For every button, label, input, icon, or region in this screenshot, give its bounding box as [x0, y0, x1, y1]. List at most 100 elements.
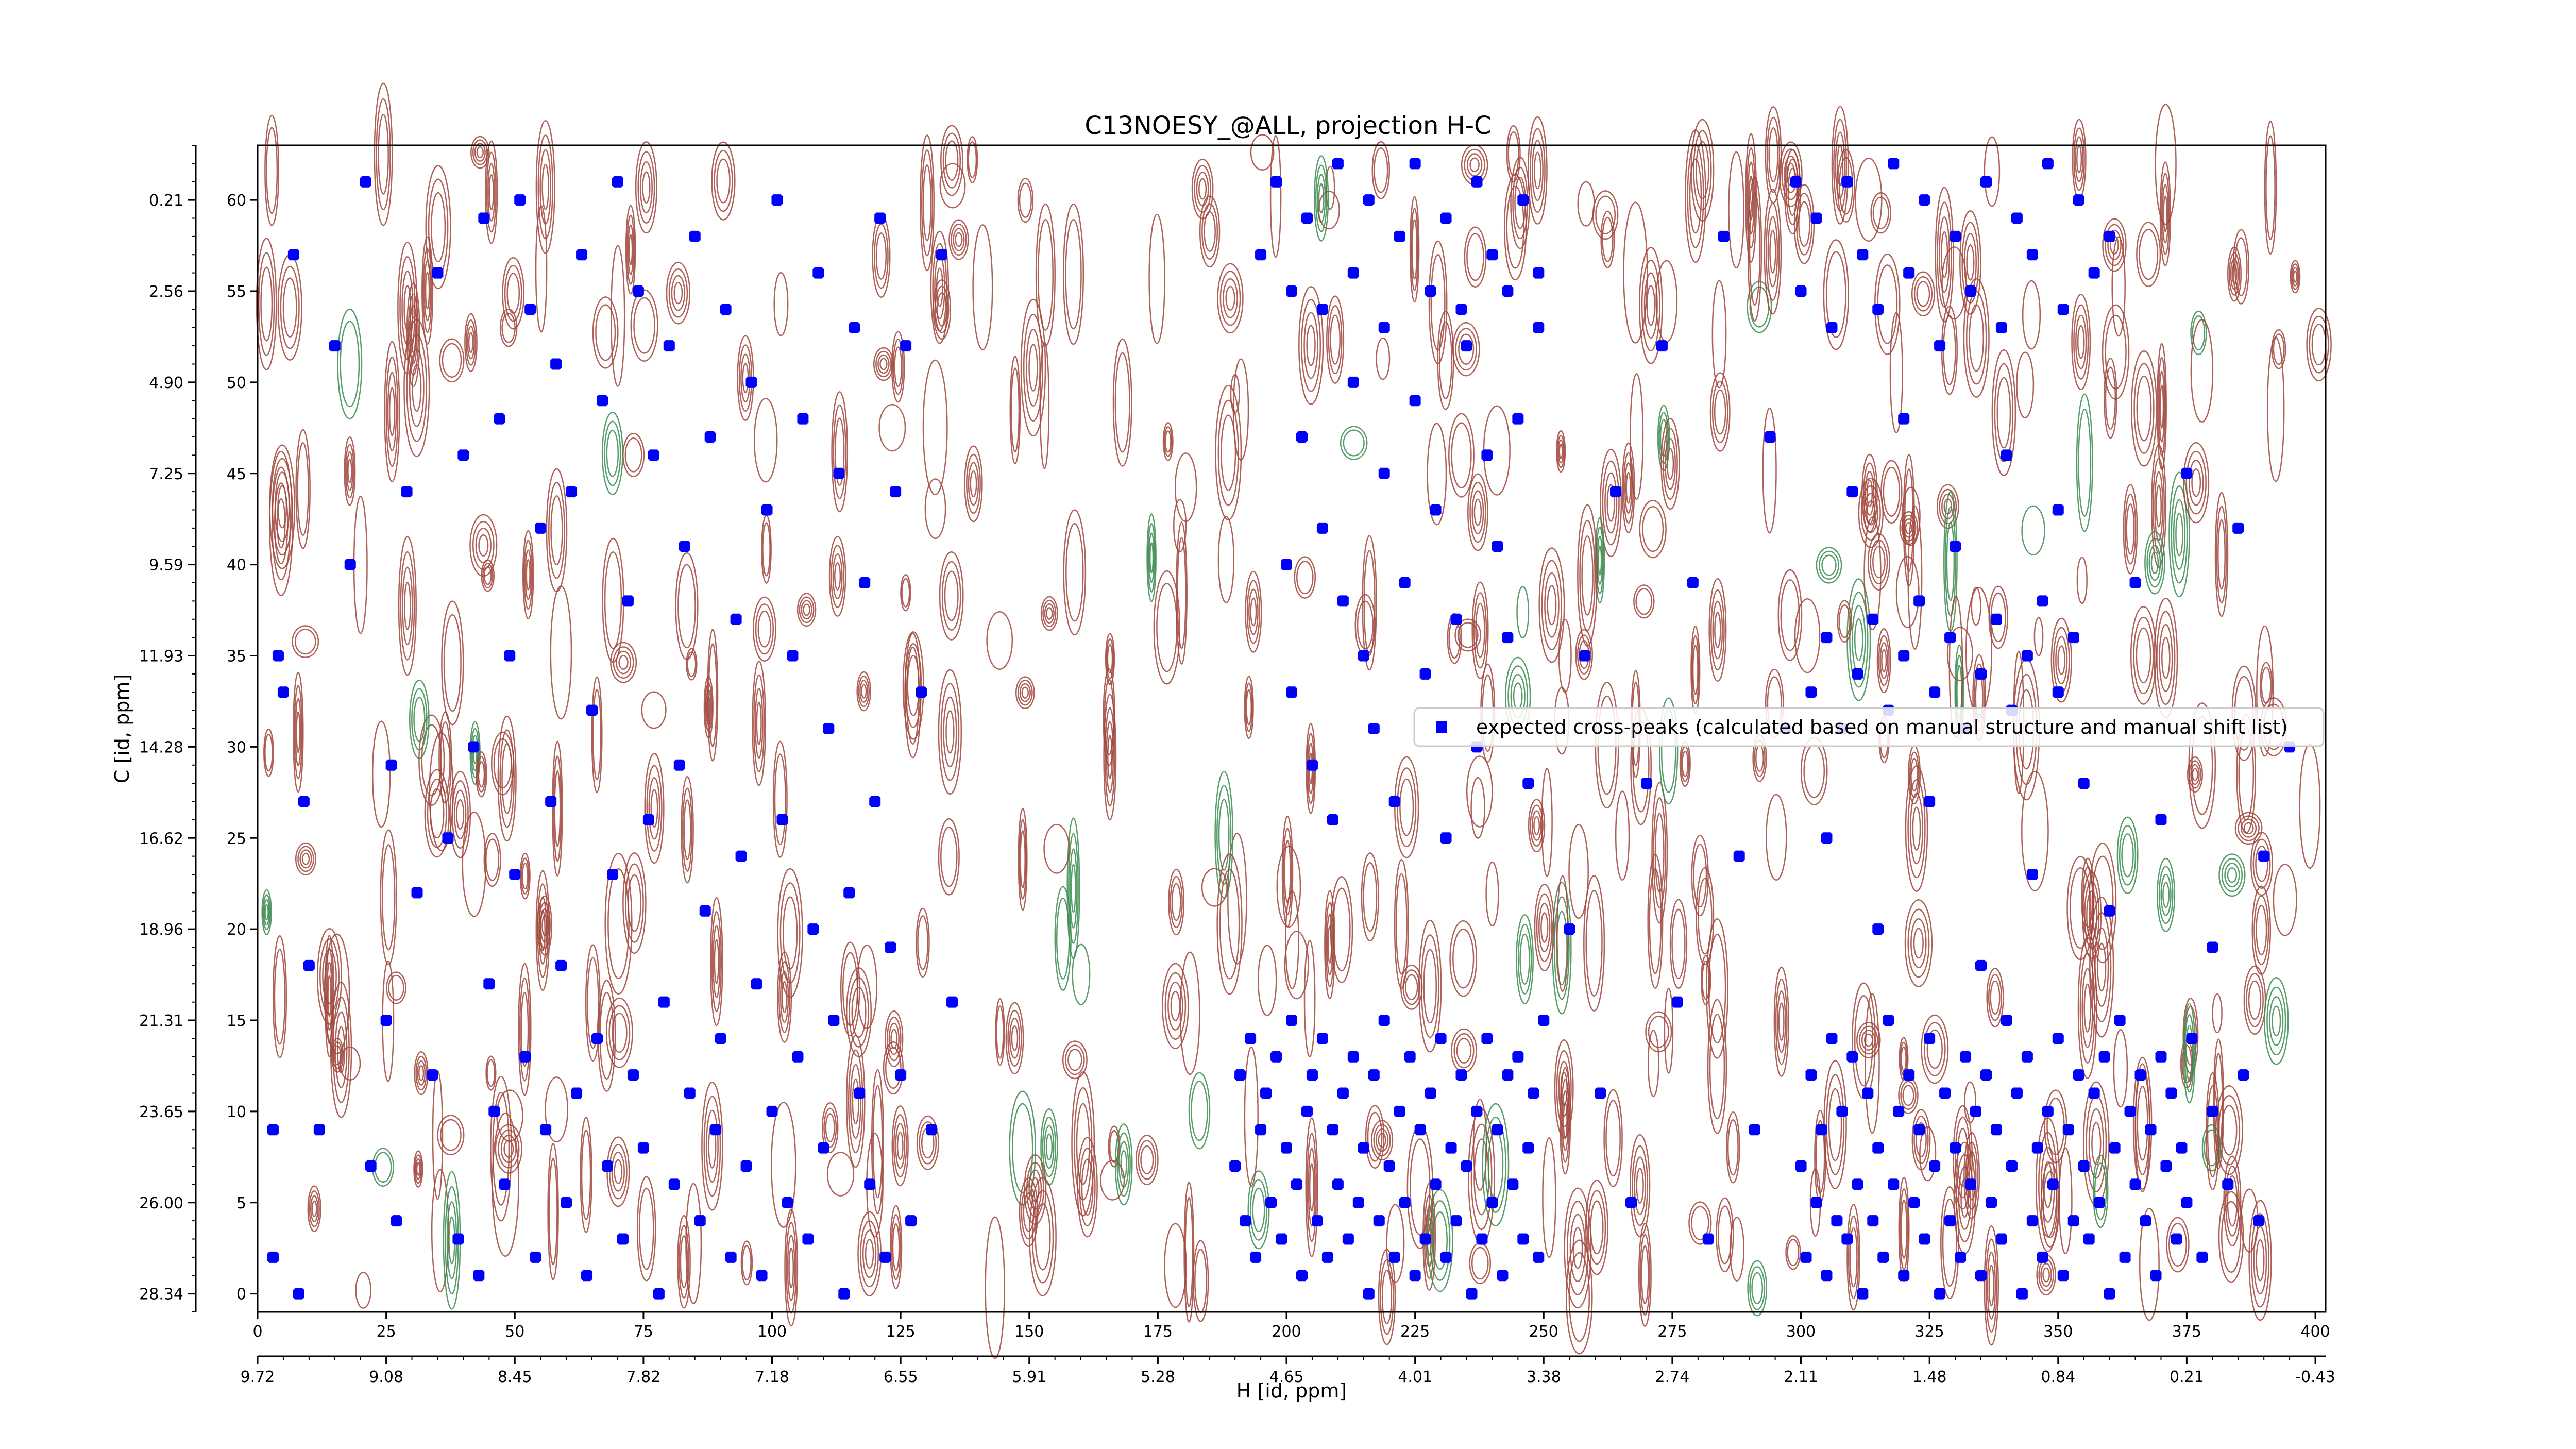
- negative-contour: [2076, 393, 2093, 532]
- contour-ring: [1632, 1145, 1649, 1226]
- contour-ring: [1340, 426, 1368, 460]
- contour-ring: [885, 1010, 904, 1068]
- contour-ring: [2130, 606, 2157, 705]
- contour-ring: [668, 268, 688, 318]
- cross-peak-marker: [1383, 1160, 1395, 1172]
- contour-ring: [711, 141, 736, 221]
- cross-peak-marker: [1301, 1105, 1313, 1117]
- contour-ring: [741, 1245, 752, 1280]
- contour-ring: [1252, 1187, 1265, 1233]
- cross-peak-marker: [1430, 504, 1442, 516]
- y-ppm-axis: 0.212.564.907.259.5911.9314.2816.6218.96…: [139, 145, 197, 1312]
- y-ppm-tick-label: 7.25: [149, 465, 183, 483]
- contour-ring: [1693, 130, 1712, 211]
- x-ppm-tick-label: 2.11: [1784, 1368, 1818, 1386]
- positive-contour: [630, 289, 658, 362]
- contour-ring: [1785, 1235, 1801, 1270]
- contour-ring: [1374, 147, 1388, 193]
- contour-ring: [2089, 897, 2114, 1038]
- contour-ring: [2271, 329, 2286, 369]
- legend: expected cross-peaks (calculated based o…: [1413, 707, 2325, 747]
- positive-contour: [1017, 178, 1034, 223]
- contour-ring: [1394, 756, 1419, 858]
- contour-ring: [1778, 141, 1803, 208]
- contour-ring: [1219, 271, 1241, 326]
- contour-ring: [606, 429, 619, 477]
- cross-peak-marker: [709, 1124, 721, 1136]
- contour-ring: [1709, 1014, 1725, 1120]
- contour-ring: [1026, 329, 1041, 407]
- positive-contour: [431, 1169, 449, 1293]
- contour-ring: [627, 224, 634, 275]
- positive-contour: [1528, 116, 1548, 225]
- positive-contour: [1077, 1136, 1098, 1238]
- contour-ring: [2041, 1161, 2060, 1248]
- cross-peak-marker: [478, 212, 490, 224]
- contour-ring: [687, 651, 697, 678]
- contour-ring: [497, 715, 517, 842]
- contour-ring: [1227, 832, 1247, 965]
- positive-contour: [2264, 121, 2277, 255]
- contour-ring: [2230, 258, 2239, 290]
- contour-ring: [628, 234, 633, 266]
- contour-ring: [1541, 768, 1553, 877]
- cross-peak-marker: [1394, 1105, 1405, 1117]
- contour-ring: [1146, 513, 1157, 602]
- positive-contour: [773, 272, 789, 336]
- contour-ring: [666, 261, 691, 325]
- x-ppm-tick-label: 7.82: [626, 1368, 660, 1386]
- cross-peak-marker: [287, 249, 299, 261]
- cross-peak-marker: [699, 905, 711, 917]
- cross-peak-marker: [673, 759, 685, 771]
- cross-peak-marker: [1944, 1215, 1956, 1227]
- contour-ring: [258, 252, 275, 356]
- contour-ring: [2272, 1005, 2281, 1037]
- contour-ring: [902, 631, 924, 740]
- cross-peak-marker: [2253, 1215, 2265, 1227]
- positive-contour: [1696, 867, 1715, 966]
- contour-ring: [782, 896, 798, 970]
- contour-ring: [294, 628, 316, 655]
- positive-contour: [948, 219, 969, 260]
- contour-ring: [1250, 134, 1275, 171]
- cross-peak-marker: [1414, 1124, 1426, 1136]
- positive-contour: [821, 1102, 839, 1153]
- contour-ring: [2086, 890, 2098, 940]
- cross-peak-marker: [1281, 1142, 1293, 1154]
- cross-peak-marker: [1486, 249, 1498, 261]
- contour-ring: [1244, 1046, 1259, 1187]
- contour-ring: [431, 192, 446, 262]
- positive-contour: [1784, 149, 1801, 235]
- contour-ring: [2269, 996, 2284, 1046]
- cross-peak-marker: [1800, 1251, 1812, 1263]
- contour-ring: [2073, 304, 2089, 380]
- positive-contour: [1566, 1239, 1593, 1355]
- contour-ring: [1849, 592, 1869, 688]
- contour-ring: [900, 574, 911, 612]
- positive-contour: [1244, 1046, 1259, 1187]
- cross-peak-marker: [2062, 1124, 2074, 1136]
- contour-ring: [922, 359, 948, 496]
- contour-ring: [1544, 572, 1560, 638]
- positive-contour: [753, 596, 776, 662]
- cross-peak-marker: [648, 449, 659, 461]
- positive-contour: [1823, 239, 1849, 350]
- positive-contour: [449, 770, 471, 858]
- contour-ring: [2215, 1085, 2243, 1175]
- contour-ring: [1530, 804, 1544, 847]
- contour-ring: [1448, 413, 1475, 498]
- cross-peak-marker: [1826, 1033, 1838, 1044]
- contour-ring: [1163, 426, 1173, 457]
- contour-ring: [1045, 1133, 1053, 1161]
- cross-peak-marker: [1975, 1270, 1987, 1282]
- cross-peak-marker: [591, 1033, 603, 1044]
- positive-contour: [2248, 1200, 2272, 1321]
- positive-contour: [2111, 236, 2126, 337]
- positive-contour: [1326, 295, 1345, 384]
- contour-ring: [345, 444, 355, 499]
- cross-peak-marker: [2088, 267, 2100, 279]
- cross-peak-marker: [1749, 1124, 1760, 1136]
- contour-ring: [1104, 679, 1114, 756]
- contour-ring: [403, 581, 411, 630]
- contour-ring: [319, 938, 340, 1015]
